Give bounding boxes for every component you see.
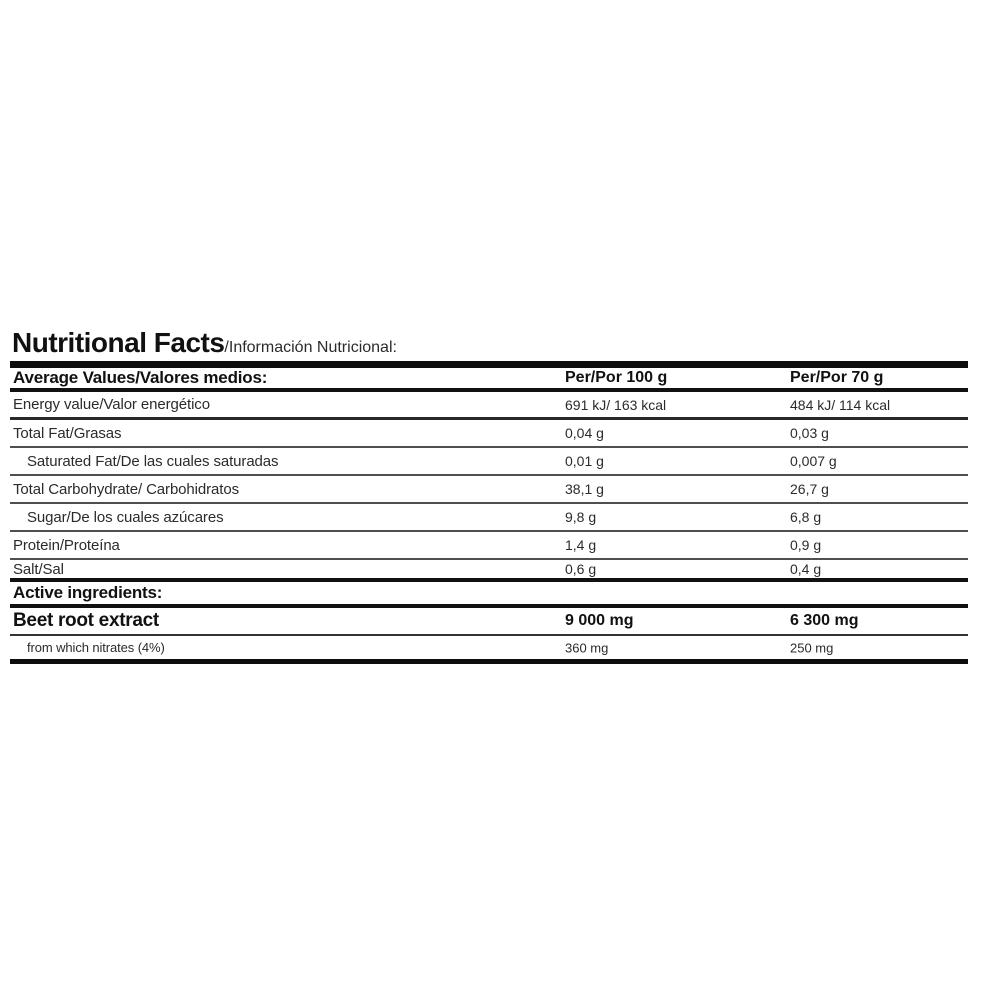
active-ingredients-header-row: Active ingredients: [10,582,968,608]
row-value-per70: 6,8 g [790,509,822,525]
row-value-per100: 0,01 g [565,453,604,469]
header-average-values: Average Values/Valores medios: [13,368,268,387]
nutrition-table: Average Values/Valores medios: Per/Por 1… [10,361,968,664]
row-value-per70: 250 mg [790,640,834,655]
row-label: Salt/Sal [13,560,64,578]
table-row-protein: Protein/Proteína 1,4 g 0,9 g [10,532,968,560]
divider-top [10,361,968,368]
row-label: Total Fat/Grasas [13,424,122,442]
row-value-per100: 0,04 g [565,425,604,441]
row-value-per70: 0,007 g [790,453,837,469]
row-value-per70: 484 kJ/ 114 kcal [790,396,891,413]
title-sub: /Información Nutricional: [224,339,397,356]
table-header-row: Average Values/Valores medios: Per/Por 1… [10,368,968,392]
row-value-per100: 9,8 g [565,509,597,525]
table-row-energy: Energy value/Valor energético 691 kJ/ 16… [10,392,968,420]
page-title: Nutritional Facts/Información Nutriciona… [12,327,397,359]
active-ingredients-heading: Active ingredients: [13,583,163,602]
table-row-total-fat: Total Fat/Grasas 0,04 g 0,03 g [10,420,968,448]
row-label: Saturated Fat/De las cuales saturadas [27,452,279,470]
row-label: from which nitrates (4%) [27,640,165,655]
row-value-per70: 0,9 g [790,537,822,553]
row-value-per70: 0,4 g [790,561,822,577]
row-value-per100: 0,6 g [565,561,597,577]
row-label: Energy value/Valor energético [13,396,210,413]
table-row-sugar: Sugar/De los cuales azúcares 9,8 g 6,8 g [10,504,968,532]
row-value-per100: 1,4 g [565,537,597,553]
row-label: Total Carbohydrate/ Carbohidratos [13,480,239,498]
row-label: Sugar/De los cuales azúcares [27,508,224,526]
table-row-nitrates: from which nitrates (4%) 360 mg 250 mg [10,636,968,664]
row-value-per100: 38,1 g [565,481,604,497]
row-value-per70: 0,03 g [790,425,829,441]
row-value-per70: 6 300 mg [790,612,859,629]
header-per-100g: Per/Por 100 g [565,369,668,386]
row-value-per100: 360 mg [565,640,609,655]
row-label: Protein/Proteína [13,536,120,554]
row-label: Beet root extract [13,610,159,631]
row-value-per70: 26,7 g [790,481,829,497]
title-main: Nutritional Facts [12,327,225,358]
table-row-salt: Salt/Sal 0,6 g 0,4 g [10,560,968,582]
row-value-per100: 691 kJ/ 163 kcal [565,396,667,413]
header-per-70g: Per/Por 70 g [790,369,884,386]
table-row-saturated-fat: Saturated Fat/De las cuales saturadas 0,… [10,448,968,476]
table-row-beet-root-extract: Beet root extract 9 000 mg 6 300 mg [10,608,968,636]
row-value-per100: 9 000 mg [565,612,634,629]
table-row-total-carbohydrate: Total Carbohydrate/ Carbohidratos 38,1 g… [10,476,968,504]
